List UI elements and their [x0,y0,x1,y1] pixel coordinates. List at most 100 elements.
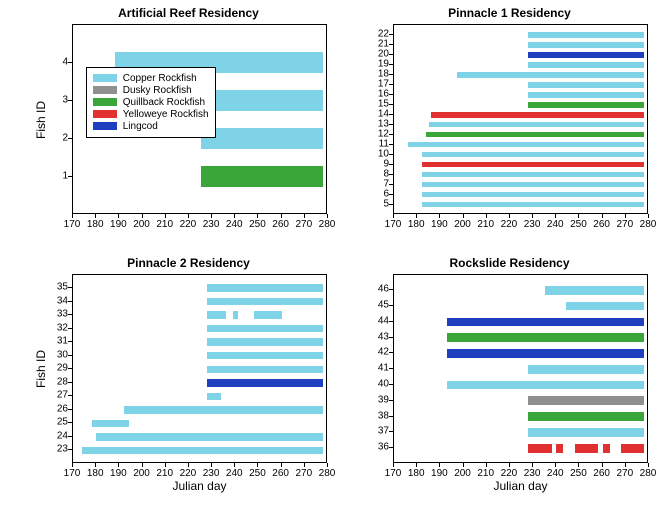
ytick-label: 41 [373,363,389,374]
xtick-label: 240 [226,468,243,479]
xtick-mark [304,214,305,218]
residency-bar [528,365,644,374]
xtick-label: 280 [640,468,657,479]
ytick-label: 35 [52,282,68,293]
residency-bar [254,311,282,318]
ytick-mark [68,328,72,329]
ytick-mark [389,184,393,185]
ytick-label: 36 [373,442,389,453]
residency-bar [422,162,645,167]
panel-title: Pinnacle 1 Residency [369,6,650,20]
xtick-label: 270 [616,468,633,479]
residency-bar [422,202,645,207]
residency-bar [528,52,644,57]
xtick-mark [95,463,96,467]
xtick-mark [281,463,282,467]
x-axis-label: Julian day [72,479,327,493]
xtick-mark [257,214,258,218]
legend-item: Lingcod [93,121,209,132]
ytick-mark [68,395,72,396]
xtick-label: 240 [547,468,564,479]
ytick-label: 44 [373,315,389,326]
ytick-label: 15 [373,98,389,109]
residency-bar [447,333,644,342]
ytick-mark [389,416,393,417]
residency-bar [96,433,323,440]
legend-swatch [93,122,117,130]
xtick-label: 250 [570,468,587,479]
panel-title: Rockslide Residency [369,256,650,270]
xtick-mark [416,463,417,467]
ytick-mark [389,84,393,85]
xtick-mark [72,463,73,467]
ytick-mark [389,174,393,175]
ytick-mark [389,337,393,338]
y-axis-label: Fish ID [34,101,48,139]
xtick-mark [393,463,394,467]
ytick-mark [68,409,72,410]
ytick-mark [68,449,72,450]
xtick-label: 280 [640,219,657,230]
residency-bar [528,32,644,37]
xtick-label: 260 [593,468,610,479]
ytick-label: 24 [52,430,68,441]
residency-bar [528,82,644,87]
ytick-label: 26 [52,403,68,414]
residency-bar [207,393,221,400]
ytick-mark [389,400,393,401]
ytick-mark [68,422,72,423]
ytick-label: 1 [52,170,68,181]
ytick-mark [68,355,72,356]
residency-bar [207,311,226,318]
xtick-label: 200 [454,468,471,479]
xtick-mark [602,463,603,467]
residency-bar [431,112,644,117]
ytick-mark [389,164,393,165]
xtick-label: 230 [203,219,220,230]
residency-bar [207,284,323,291]
xtick-label: 220 [180,219,197,230]
legend: Copper RockfishDusky RockfishQuillback R… [86,67,216,138]
ytick-mark [68,301,72,302]
xtick-mark [625,463,626,467]
xtick-label: 210 [156,468,173,479]
xtick-label: 270 [295,468,312,479]
xtick-mark [211,214,212,218]
ytick-label: 45 [373,300,389,311]
xtick-mark [211,463,212,467]
residency-bar [92,420,129,427]
xtick-label: 200 [454,219,471,230]
residency-bar [447,318,644,327]
ytick-mark [389,124,393,125]
residency-bar [422,152,645,157]
residency-bar [447,349,644,358]
ytick-mark [389,104,393,105]
residency-bar [201,166,324,187]
ytick-label: 42 [373,347,389,358]
xtick-label: 230 [524,468,541,479]
residency-bar [528,428,644,437]
ytick-mark [389,289,393,290]
ytick-label: 31 [52,336,68,347]
xtick-mark [439,214,440,218]
ytick-mark [389,34,393,35]
xtick-mark [416,214,417,218]
ytick-label: 32 [52,322,68,333]
ytick-mark [68,436,72,437]
ytick-label: 10 [373,148,389,159]
xtick-label: 180 [408,219,425,230]
legend-label: Lingcod [123,121,158,132]
legend-swatch [93,98,117,106]
ytick-mark [389,64,393,65]
ytick-label: 43 [373,331,389,342]
ytick-label: 9 [373,158,389,169]
ytick-label: 14 [373,108,389,119]
xtick-label: 250 [570,219,587,230]
xtick-label: 280 [319,219,336,230]
residency-bar [207,366,323,373]
xtick-label: 260 [272,219,289,230]
xtick-label: 190 [110,468,127,479]
xtick-mark [463,214,464,218]
xtick-mark [393,214,394,218]
xtick-label: 250 [249,219,266,230]
